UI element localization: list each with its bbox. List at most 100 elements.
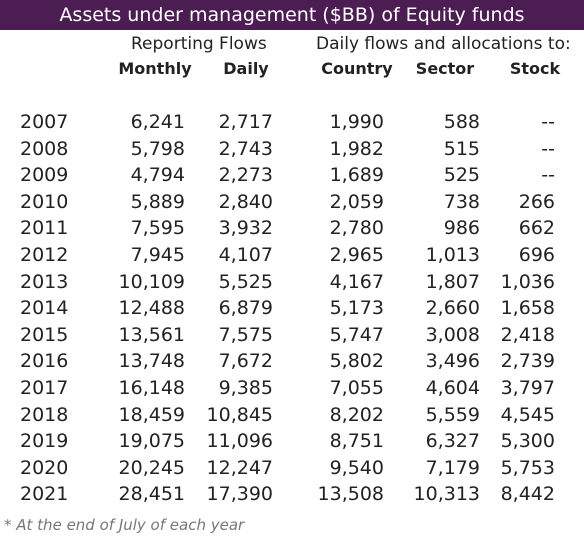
daily-cell: 12,247 (206, 456, 273, 479)
table-row: 2008 5,798 2,743 1,982 515 -- (0, 136, 584, 163)
sector-cell: 525 (443, 164, 480, 187)
country-cell: 8,202 (329, 403, 384, 426)
column-header-stock: Stock (509, 59, 561, 78)
stock-cell: 696 (518, 243, 555, 266)
stock-cell: 3,797 (500, 376, 555, 399)
sector-cell: 1,807 (425, 270, 480, 293)
table-row: 2020 20,245 12,247 9,540 7,179 5,753 (0, 455, 584, 482)
column-header-monthly: Monthly (118, 59, 192, 78)
year-cell: 2018 (20, 403, 69, 426)
sector-cell: 3,496 (425, 350, 480, 373)
monthly-cell: 6,241 (130, 111, 185, 133)
monthly-cell: 4,794 (130, 164, 185, 187)
daily-cell: 7,575 (218, 323, 273, 346)
table-row: 2015 13,561 7,575 5,747 3,008 2,418 (0, 322, 584, 349)
stock-cell: 2,739 (500, 350, 555, 373)
group-header-daily-flows: Daily flows and allocations to: (316, 34, 571, 54)
monthly-cell: 12,488 (118, 297, 185, 320)
year-cell: 2017 (20, 376, 69, 399)
stock-cell: 8,442 (500, 483, 555, 506)
sector-cell: 2,660 (425, 297, 480, 320)
year-cell: 2019 (20, 430, 69, 453)
country-cell: 7,055 (329, 376, 384, 399)
table-row: 2014 12,488 6,879 5,173 2,660 1,658 (0, 295, 584, 322)
sector-cell: 738 (443, 190, 480, 213)
year-cell: 2010 (20, 190, 69, 213)
table-row: 2012 7,945 4,107 2,965 1,013 696 (0, 242, 584, 269)
sector-cell: 7,179 (425, 456, 480, 479)
table-row: 2019 19,075 11,096 8,751 6,327 5,300 (0, 428, 584, 455)
year-cell: 2015 (20, 323, 69, 346)
monthly-cell: 13,561 (118, 323, 185, 346)
year-cell: 2007 (20, 111, 69, 133)
year-cell: 2011 (20, 217, 69, 240)
footnote: * At the end of July of each year (4, 516, 245, 534)
table-body: 2007 6,241 2,717 1,990 588 -- 2008 5,798 2,743 1,… (0, 109, 584, 508)
monthly-cell: 10,109 (118, 270, 185, 293)
year-cell: 2008 (20, 137, 69, 160)
year-cell: 2014 (20, 297, 69, 320)
daily-cell: 2,273 (218, 164, 273, 187)
stock-cell: 4,545 (500, 403, 555, 426)
year-cell: 2020 (20, 456, 69, 479)
daily-cell: 17,390 (206, 483, 273, 506)
stock-cell: 5,753 (500, 456, 555, 479)
stock-cell: -- (541, 164, 555, 187)
sector-cell: 1,013 (425, 243, 480, 266)
column-header-country: Country (321, 59, 393, 78)
daily-cell: 2,840 (218, 190, 273, 213)
table-row: 2016 13,748 7,672 5,802 3,496 2,739 (0, 348, 584, 375)
sector-cell: 5,559 (425, 403, 480, 426)
country-cell: 5,173 (329, 297, 384, 320)
monthly-cell: 7,945 (130, 243, 185, 266)
monthly-cell: 7,595 (130, 217, 185, 240)
stock-cell: 1,658 (500, 297, 555, 320)
daily-cell: 9,385 (218, 376, 273, 399)
country-cell: 5,802 (329, 350, 384, 373)
sector-cell: 4,604 (425, 376, 480, 399)
sector-cell: 588 (443, 111, 480, 133)
daily-cell: 4,107 (218, 243, 273, 266)
daily-cell: 3,932 (218, 217, 273, 240)
table-row: 2010 5,889 2,840 2,059 738 266 (0, 189, 584, 216)
stock-cell: 5,300 (500, 430, 555, 453)
country-cell: 2,059 (329, 190, 384, 213)
year-cell: 2009 (20, 164, 69, 187)
daily-cell: 11,096 (206, 430, 273, 453)
daily-cell: 2,743 (218, 137, 273, 160)
daily-cell: 2,717 (218, 111, 273, 133)
stock-cell: -- (541, 137, 555, 160)
year-cell: 2012 (20, 243, 69, 266)
table-row: 2021 28,451 17,390 13,508 10,313 8,442 (0, 481, 584, 508)
stock-cell: 662 (518, 217, 555, 240)
table-row: 2017 16,148 9,385 7,055 4,604 3,797 (0, 375, 584, 402)
country-cell: 9,540 (329, 456, 384, 479)
table-title: Assets under management ($BB) of Equity … (0, 0, 584, 30)
monthly-cell: 19,075 (118, 430, 185, 453)
daily-cell: 10,845 (206, 403, 273, 426)
stock-cell: -- (541, 111, 555, 133)
monthly-cell: 16,148 (118, 376, 185, 399)
monthly-cell: 28,451 (118, 483, 185, 506)
table-row: 2007 6,241 2,717 1,990 588 -- (0, 109, 584, 136)
table-row: 2018 18,459 10,845 8,202 5,559 4,545 (0, 402, 584, 429)
country-cell: 1,990 (329, 111, 384, 133)
table-row: 2013 10,109 5,525 4,167 1,807 1,036 (0, 269, 584, 296)
monthly-cell: 5,889 (130, 190, 185, 213)
country-cell: 4,167 (329, 270, 384, 293)
country-cell: 8,751 (329, 430, 384, 453)
stock-cell: 266 (518, 190, 555, 213)
column-header-daily: Daily (223, 59, 269, 78)
sector-cell: 986 (443, 217, 480, 240)
country-cell: 2,780 (329, 217, 384, 240)
daily-cell: 7,672 (218, 350, 273, 373)
country-cell: 13,508 (317, 483, 384, 506)
country-cell: 5,747 (329, 323, 384, 346)
sector-cell: 3,008 (425, 323, 480, 346)
group-header-reporting-flows: Reporting Flows (131, 34, 267, 54)
column-header-sector: Sector (415, 59, 475, 78)
daily-cell: 5,525 (218, 270, 273, 293)
stock-cell: 1,036 (500, 270, 555, 293)
sector-cell: 10,313 (413, 483, 480, 506)
daily-cell: 6,879 (218, 297, 273, 320)
